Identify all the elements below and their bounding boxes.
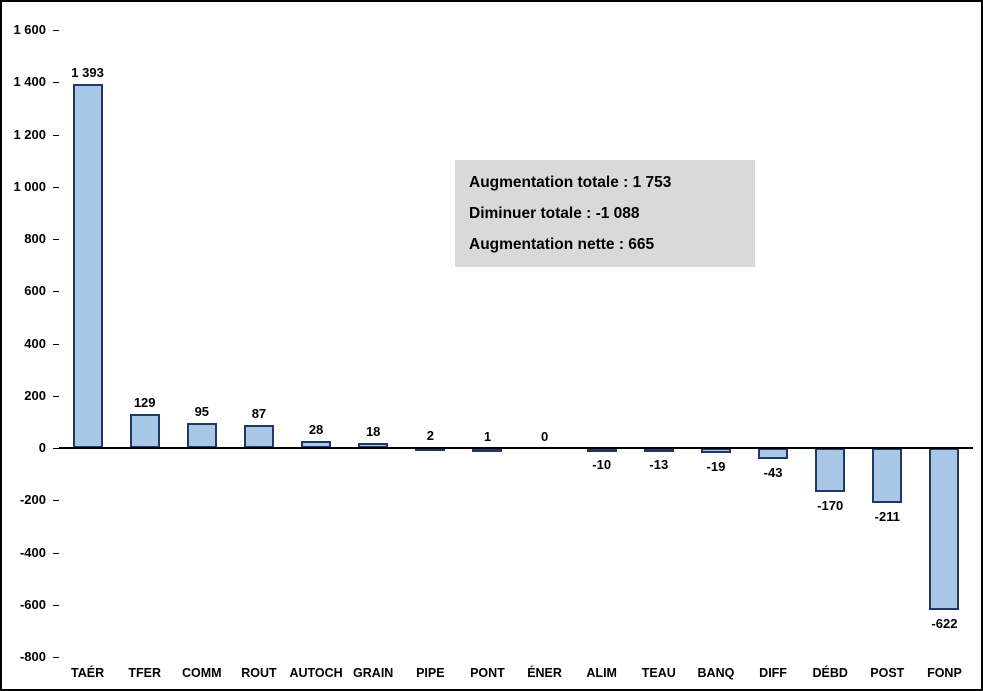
x-axis-label: TAÉR [71,666,105,680]
bar-DIFF [758,448,789,460]
bar-ALIM [586,448,617,452]
y-tick-mark [53,343,59,345]
y-tick-label: -200 [19,492,46,508]
y-tick-label: 1 200 [13,126,46,142]
y-tick-label: 200 [24,387,46,403]
x-axis-label: FONP [927,666,962,680]
x-axis-label: BANQ [697,666,735,680]
bar-AUTOCH [301,440,332,448]
y-tick-label: 600 [24,283,46,299]
bar-value-label: -10 [592,456,612,472]
x-axis-label: COMM [182,666,222,680]
y-tick-mark [53,82,59,84]
x-axis-label: PONT [470,666,505,680]
bar-value-label: -19 [706,458,726,474]
bar-value-label: 18 [365,424,381,440]
bar-TAÉR [72,84,103,448]
y-tick-label: -800 [19,649,46,664]
x-axis: TAÉR TFER COMM ROUT AUTOCH GRAIN PIPE PONT ÉNER A… [59,664,973,688]
y-tick-label: 800 [24,231,46,246]
summary-line: Diminuer totale : -1 088 [469,205,640,222]
x-axis-label: PIPE [416,666,445,680]
y-axis: 1 600 1 400 1 200 1 000 800 600 400 200 0 -200 -40… [2,22,50,664]
y-tick-label: -400 [19,544,46,560]
bar-value-label: 28 [308,421,324,437]
y-tick-mark [53,657,59,658]
y-tick-label: 1 400 [13,74,46,90]
summary-box: Augmentation totale : 1 753 Diminuer tota… [455,160,755,267]
summary-line: Augmentation nette : 665 [469,236,655,253]
bar-value-label: 1 393 [71,65,104,81]
y-tick-mark [53,291,59,293]
x-axis-label: TEAU [641,666,676,680]
x-axis-label: ALIM [586,666,617,680]
bar-value-label: 95 [194,404,210,420]
x-axis-line [59,447,973,449]
bar-ROUT [243,425,274,448]
y-tick-mark [53,395,59,397]
bar-DÉBD [815,448,846,493]
bar-POST [872,448,903,504]
y-tick-label: 1 000 [13,178,46,194]
y-tick-label: 1 600 [13,22,46,37]
bar-value-label: 129 [133,395,156,411]
y-tick-label: -600 [19,596,46,612]
bar-TFER [129,414,160,448]
y-tick-mark [53,186,59,188]
x-axis-label: POST [870,666,905,680]
y-tick-mark [53,448,59,449]
bar-value-label: -13 [649,457,669,473]
x-axis-label: AUTOCH [289,666,343,680]
y-tick-mark [53,134,59,136]
bar-COMM [186,423,217,448]
x-axis-label: DÉBD [812,666,848,680]
bar-value-label: -622 [931,616,958,632]
bar-value-label: 0 [540,429,549,444]
y-tick-mark [53,500,59,502]
y-tick-mark [53,30,59,31]
bar-value-label: 1 [483,428,492,444]
bar-value-label: -211 [874,509,900,525]
x-axis-label: DIFF [759,666,787,680]
y-tick-mark [53,239,59,240]
bar-value-label: 2 [426,428,434,444]
y-tick-label: 400 [24,335,46,351]
bar-TEAU [643,448,674,452]
x-axis-label: ÉNER [527,666,562,680]
x-axis-label: GRAIN [353,666,394,680]
x-axis-label: ROUT [241,666,277,680]
y-tick-mark [53,604,59,606]
x-axis-label: TFER [128,666,161,680]
bar-value-label: 87 [251,406,267,422]
bar-FONP [929,448,960,611]
y-tick-label: 0 [38,440,46,455]
y-tick-mark [53,552,59,554]
bar-value-label: -170 [817,498,844,514]
summary-line: Augmentation totale : 1 753 [469,174,672,191]
plot-area: 1 393 129 95 87 28 18 2 1 0 -10 -13 -19 -43 -170 -211 -… [53,30,973,658]
bar-value-label: -43 [763,465,783,481]
